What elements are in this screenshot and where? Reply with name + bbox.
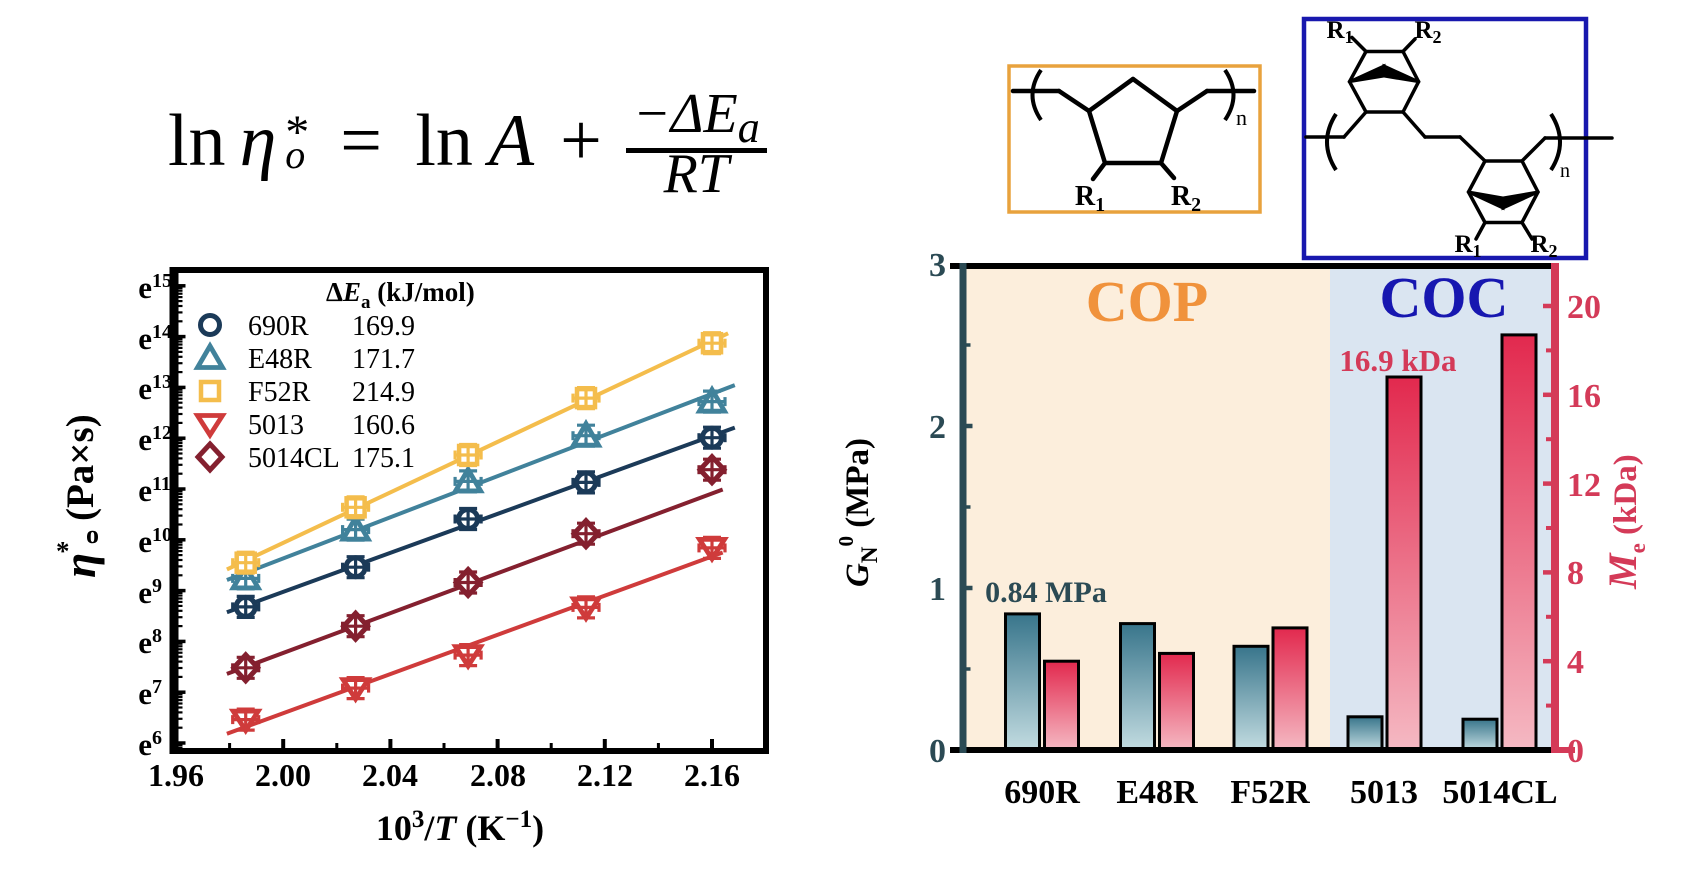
svg-text:10: 10	[152, 524, 172, 546]
svg-text:4: 4	[1567, 644, 1584, 681]
svg-text:R2: R2	[1171, 181, 1201, 216]
svg-text:5013: 5013	[1350, 774, 1418, 811]
svg-text:e: e	[138, 575, 152, 610]
svg-text:5013: 5013	[248, 410, 304, 441]
svg-text:103/T (K−1): 103/T (K−1)	[376, 806, 544, 848]
svg-text:12: 12	[1567, 467, 1601, 504]
svg-text:F52R: F52R	[1230, 774, 1310, 811]
svg-text:0: 0	[1567, 733, 1584, 770]
svg-text:7: 7	[152, 676, 162, 698]
svg-text:n: n	[1236, 105, 1247, 130]
svg-text:R1: R1	[1075, 181, 1105, 216]
svg-text:F52R: F52R	[248, 377, 311, 408]
svg-text:R2: R2	[1530, 231, 1557, 261]
svg-text:8: 8	[152, 625, 162, 647]
svg-text:15: 15	[152, 270, 172, 292]
svg-text:2.12: 2.12	[577, 757, 633, 793]
svg-text:e: e	[138, 625, 152, 660]
svg-text:690R: 690R	[248, 311, 309, 342]
svg-text:R1: R1	[1326, 17, 1353, 47]
svg-text:14: 14	[152, 321, 172, 343]
svg-text:E48R: E48R	[1116, 774, 1198, 811]
svg-text:214.9: 214.9	[352, 377, 415, 408]
svg-text:6: 6	[152, 727, 162, 749]
svg-text:η: η	[54, 553, 105, 578]
svg-text:e: e	[138, 321, 152, 356]
svg-text:o: o	[86, 520, 99, 549]
svg-text:COP: COP	[1086, 269, 1208, 334]
svg-text:1.96: 1.96	[148, 757, 204, 793]
svg-text:e: e	[138, 422, 152, 457]
svg-text:n: n	[1560, 160, 1570, 182]
svg-text:2.00: 2.00	[255, 757, 311, 793]
svg-text:e: e	[138, 473, 152, 508]
svg-text:11: 11	[152, 473, 171, 495]
svg-text:160.6: 160.6	[352, 410, 415, 441]
svg-text:ΔEa (kJ/mol): ΔEa (kJ/mol)	[326, 277, 475, 313]
svg-text:*: *	[56, 536, 70, 566]
svg-text:2: 2	[929, 409, 946, 446]
svg-text:e: e	[138, 727, 152, 762]
svg-text:0.84 MPa: 0.84 MPa	[985, 576, 1107, 609]
svg-text:GN0 (MPa): GN0 (MPa)	[834, 438, 882, 587]
svg-text:5014CL: 5014CL	[248, 443, 340, 474]
svg-text:e: e	[138, 676, 152, 711]
svg-text:20: 20	[1567, 289, 1601, 326]
svg-text:(Pa×s): (Pa×s)	[59, 414, 102, 521]
svg-text:e: e	[138, 371, 152, 406]
svg-text:Me (kDa): Me (kDa)	[1600, 454, 1650, 590]
svg-text:690R: 690R	[1004, 774, 1080, 811]
svg-text:3: 3	[929, 247, 946, 284]
svg-text:COC: COC	[1380, 265, 1509, 330]
svg-text:9: 9	[152, 575, 162, 597]
svg-text:175.1: 175.1	[352, 443, 415, 474]
svg-text:0: 0	[929, 733, 946, 770]
svg-text:171.7: 171.7	[352, 344, 415, 375]
svg-text:16.9 kDa: 16.9 kDa	[1339, 343, 1457, 378]
svg-text:E48R: E48R	[248, 344, 312, 375]
svg-text:16: 16	[1567, 378, 1601, 415]
svg-text:12: 12	[152, 422, 172, 444]
svg-text:e: e	[138, 524, 152, 559]
svg-text:2.16: 2.16	[684, 757, 740, 793]
svg-text:1: 1	[929, 571, 946, 608]
svg-text:13: 13	[152, 371, 172, 393]
svg-text:169.9: 169.9	[352, 311, 415, 342]
svg-text:2.04: 2.04	[362, 757, 418, 793]
svg-text:e: e	[138, 270, 152, 305]
svg-text:5014CL: 5014CL	[1442, 774, 1557, 811]
svg-text:R2: R2	[1414, 17, 1441, 47]
svg-text:2.08: 2.08	[470, 757, 526, 793]
svg-text:8: 8	[1567, 555, 1584, 592]
